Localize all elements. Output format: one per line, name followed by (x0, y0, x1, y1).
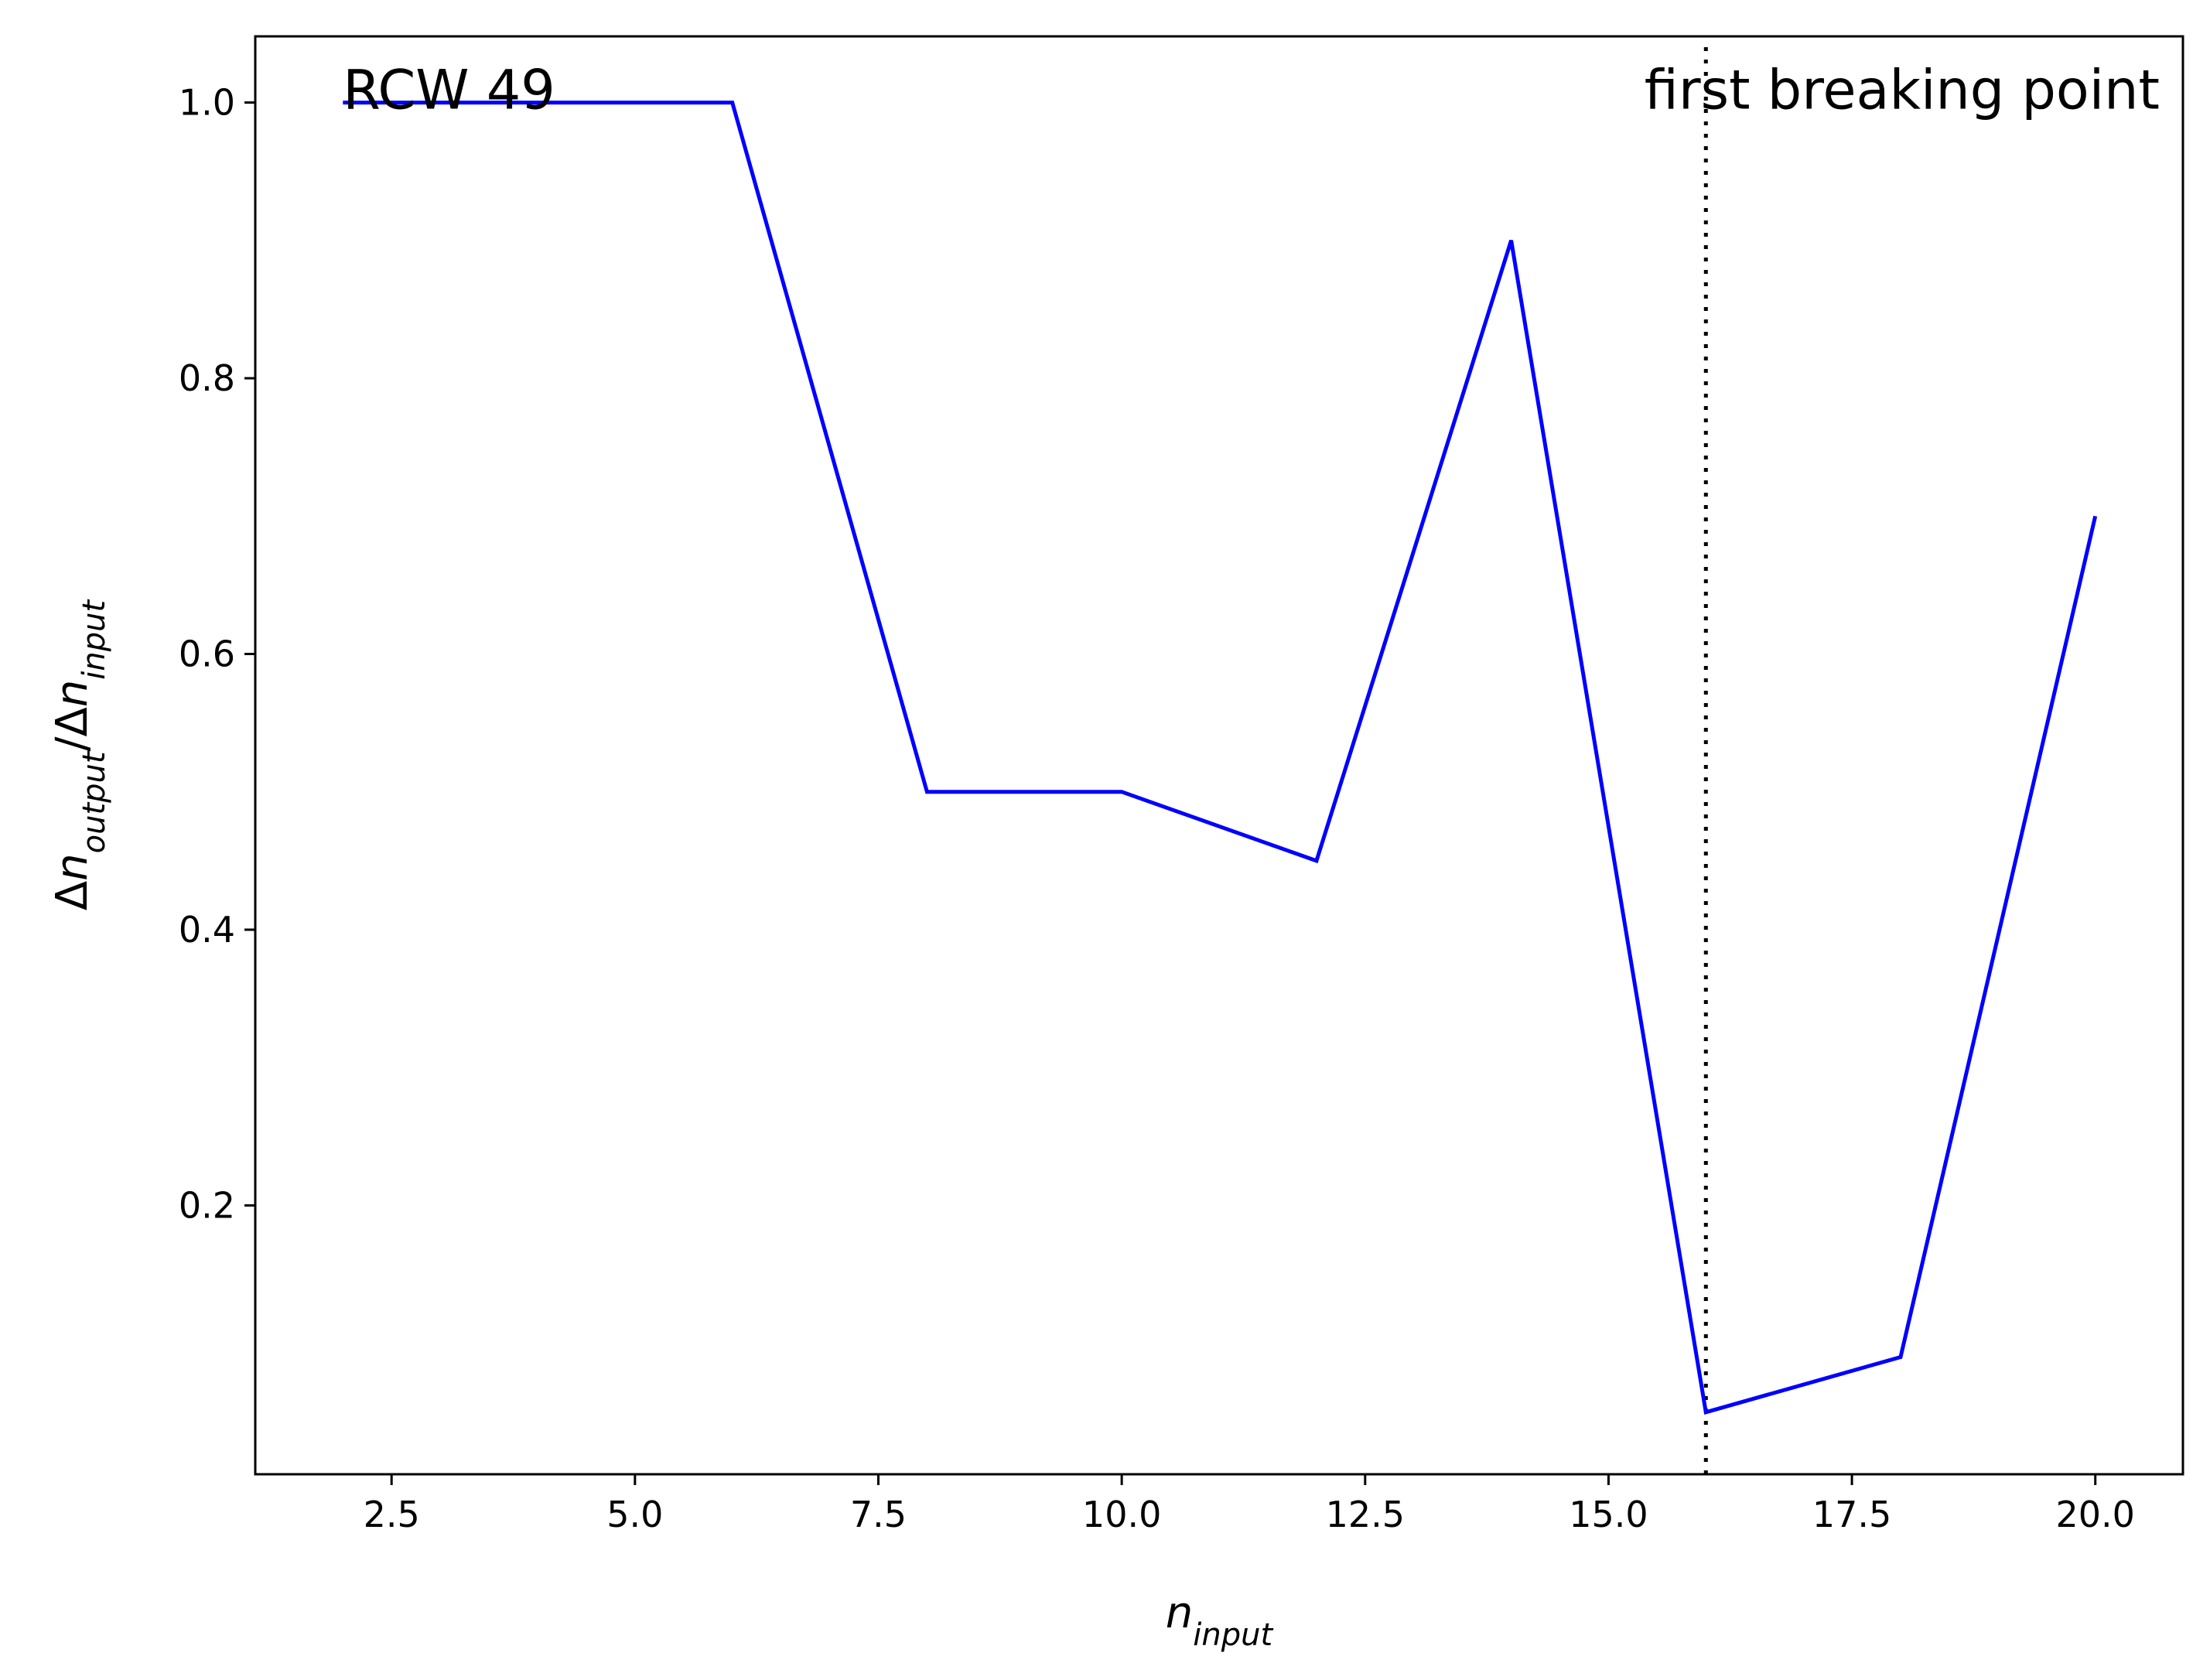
y-axis-label: Δnoutput/Δninput (47, 599, 112, 911)
annotation-first-breaking-point: first breaking point (1645, 59, 2160, 122)
x-axis-label: ninput (1166, 1588, 1274, 1653)
y-label-delta-1: Δ (47, 881, 97, 910)
y-label-sub-2: input (77, 599, 112, 680)
series-line (343, 101, 2098, 1415)
plot-area-frame (254, 35, 2184, 1476)
x-label-subscript: input (1193, 1617, 1273, 1653)
x-tick-label: 5.0 (606, 1494, 663, 1535)
x-tick-label: 12.5 (1326, 1494, 1405, 1535)
x-tick-label: 20.0 (2056, 1494, 2135, 1535)
y-tick-label: 0.4 (179, 909, 235, 951)
y-label-delta-2: Δ (47, 707, 97, 736)
x-tick-label: 10.0 (1082, 1494, 1161, 1535)
y-axis-ticks: 0.2 0.4 0.6 0.8 1.0 (179, 82, 255, 1226)
x-tick-label: 17.5 (1812, 1494, 1891, 1535)
x-tick-label: 15.0 (1569, 1494, 1648, 1535)
x-tick-label: 7.5 (850, 1494, 907, 1535)
x-axis-ticks: 2.5 5.0 7.5 10.0 12.5 15.0 17.5 20.0 (364, 1474, 2135, 1535)
y-tick-label: 1.0 (179, 82, 235, 124)
y-tick-label: 0.2 (179, 1184, 235, 1226)
y-tick-label: 0.6 (179, 633, 235, 674)
annotation-rcw49: RCW 49 (343, 59, 555, 122)
y-tick-label: 0.8 (179, 357, 235, 399)
y-label-slash: / (47, 736, 97, 751)
y-label-n-2: n (47, 680, 97, 708)
x-label-base: n (1166, 1588, 1194, 1638)
y-label-sub-1: output (77, 750, 112, 853)
x-tick-label: 2.5 (364, 1494, 420, 1535)
y-label-n-1: n (47, 853, 97, 881)
